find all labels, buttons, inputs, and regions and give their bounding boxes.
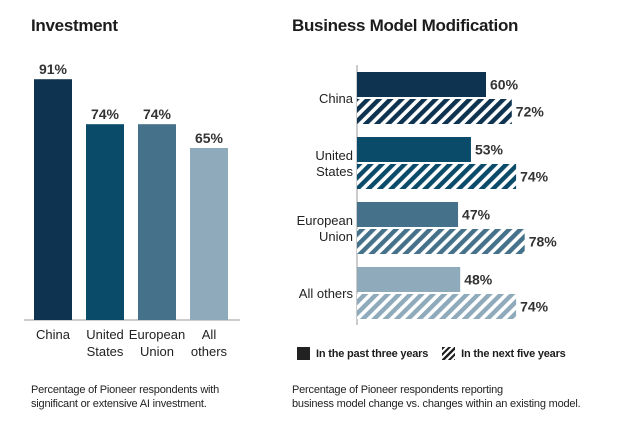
- investment-value-label-european-union: 74%: [143, 106, 172, 122]
- business-model-caption-line-2: business model change vs. changes within…: [292, 398, 581, 410]
- legend-hatched-swatch: [442, 347, 456, 360]
- legend-item-next: In the next five years: [442, 347, 566, 360]
- legend-label-next: In the next five years: [461, 347, 566, 360]
- business-model-caption-line-1: Percentage of Pioneer respondents report…: [292, 384, 503, 396]
- investment-bar-china: [34, 79, 72, 321]
- investment-bar-european-union: [138, 124, 176, 320]
- past-three-years-bar-all-others: [357, 267, 461, 292]
- investment-value-label-all-others: 65%: [195, 130, 224, 146]
- past-three-years-bar-united-states: [357, 137, 471, 162]
- legend-solid-swatch: [297, 347, 310, 360]
- past-three-years-bar-china: [357, 72, 486, 97]
- business-model-category-label-united-states: United: [315, 148, 353, 163]
- business-model-category-label-all-others: All others: [299, 286, 354, 301]
- business-model-category-label-european-union: Union: [319, 229, 353, 244]
- legend: In the past three years In the next five…: [297, 347, 580, 360]
- investment-caption-line-1: Percentage of Pioneer respondents with: [31, 384, 220, 396]
- legend-item-past: In the past three years: [297, 347, 428, 360]
- past-three-years-label-all-others: 48%: [464, 272, 493, 288]
- next-five-years-bar-china: [357, 99, 512, 124]
- business-model-category-label-united-states: States: [316, 164, 353, 179]
- next-five-years-bar-all-others: [357, 294, 517, 319]
- next-five-years-label-china: 72%: [516, 104, 545, 120]
- investment-category-label-united-states: United: [86, 327, 124, 342]
- investment-category-label-all-others: others: [191, 344, 228, 359]
- investment-value-label-united-states: 74%: [91, 106, 120, 122]
- business-model-category-label-china: China: [319, 91, 354, 106]
- investment-caption-line-2: significant or extensive AI investment.: [31, 398, 207, 410]
- business-model-caption: Percentage of Pioneer respondents report…: [292, 383, 581, 411]
- investment-caption: Percentage of Pioneer respondents with s…: [31, 383, 219, 411]
- next-five-years-bar-united-states: [357, 164, 517, 189]
- investment-bar-united-states: [86, 124, 124, 320]
- investment-category-label-all-others: All: [202, 327, 217, 342]
- investment-chart: 91% China 74% United States 74% European Union 6…: [24, 61, 240, 359]
- past-three-years-label-united-states: 53%: [475, 142, 504, 158]
- investment-bar-all-others: [190, 148, 228, 320]
- past-three-years-label-china: 60%: [490, 77, 519, 93]
- investment-category-label-european-union: Union: [140, 344, 174, 359]
- investment-category-label-china: China: [36, 327, 71, 342]
- legend-label-past: In the past three years: [316, 347, 429, 360]
- past-three-years-label-european-union: 47%: [462, 207, 491, 223]
- business-model-title: Business Model Modification: [292, 16, 519, 35]
- investment-title: Investment: [31, 16, 118, 35]
- past-three-years-bar-european-union: [357, 202, 459, 227]
- next-five-years-bar-european-union: [357, 229, 525, 254]
- next-five-years-label-united-states: 74%: [520, 169, 549, 185]
- business-model-category-label-european-union: European: [297, 213, 353, 228]
- investment-category-label-united-states: States: [87, 344, 124, 359]
- investment-value-label-china: 91%: [39, 61, 68, 77]
- next-five-years-label-european-union: 78%: [529, 234, 558, 250]
- next-five-years-label-all-others: 74%: [520, 299, 549, 315]
- investment-category-label-european-union: European: [129, 327, 185, 342]
